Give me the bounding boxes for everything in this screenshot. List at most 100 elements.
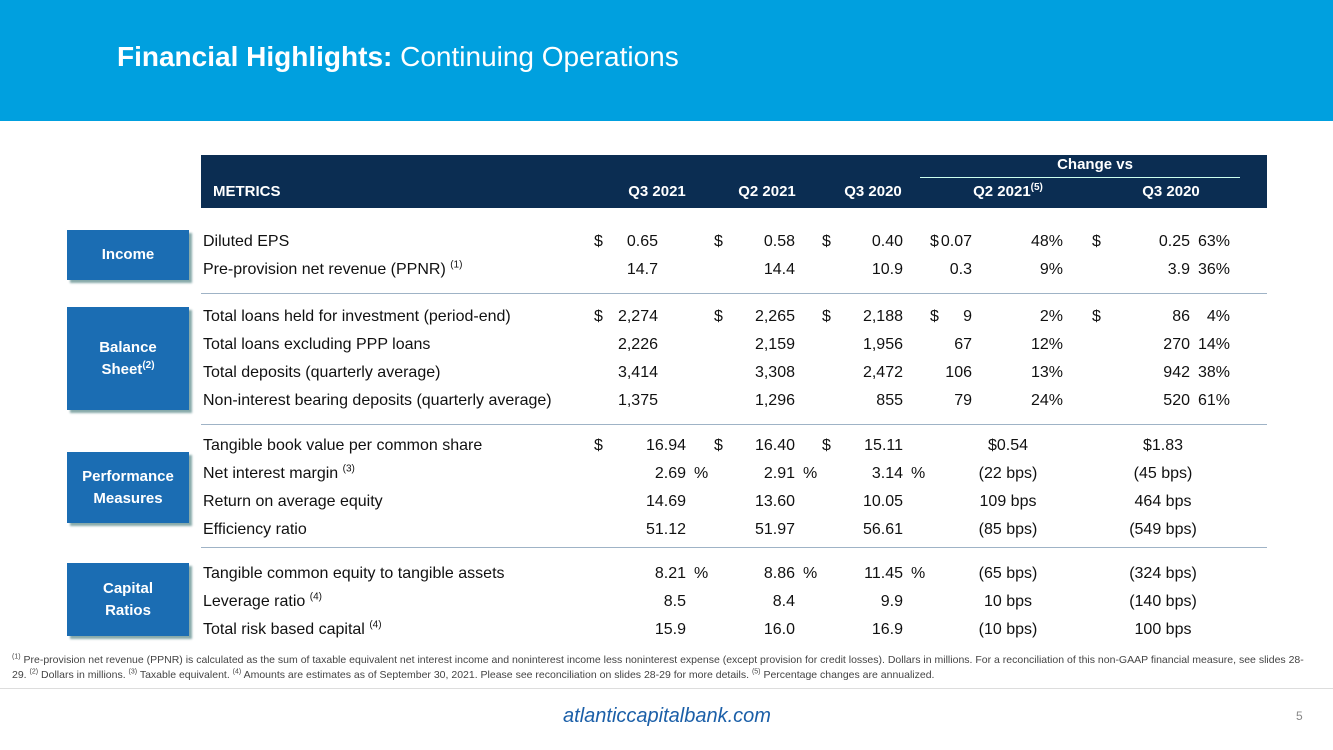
cell-value: 10.05 [862,493,903,510]
cell-value: 0.40 [871,233,903,250]
cell-value: 2,159 [754,336,795,353]
cell-value: 0.3 [949,261,972,278]
unit-sign: % [803,565,818,582]
currency-sign: $ [1092,233,1101,250]
table-header [201,155,1267,208]
cell-value: 8.21 [654,565,686,582]
metrics-label: METRICS [213,183,281,200]
metric-text: Net interest margin [203,465,339,482]
metric-text: Tangible book value per common share [203,437,483,454]
cell-value: 3,414 [617,364,658,381]
cell-value: 9% [1039,261,1063,278]
currency-sign: $ [714,437,723,454]
section-name: Income [101,246,155,263]
metric-name: Tangible common equity to tangible asset… [203,564,505,584]
cell-value: 14% [1197,336,1230,353]
cell-value: 1,956 [862,336,903,353]
cell-value: 1,375 [617,392,658,409]
currency-sign: $ [822,233,831,250]
cell-value: 24% [1030,392,1063,409]
header-bar: Financial Highlights: Continuing Operati… [0,0,1333,121]
footnote-mark: (4) [232,668,242,676]
column-header: Q3 2021 [628,183,686,200]
section-text: Income [78,244,178,266]
cell-value: 464 bps [1134,493,1192,510]
cell-value: 13.60 [754,493,795,510]
footnote-text: Amounts are estimates as of September 30… [243,669,750,681]
footer-url: atlanticcapitalbank.com [563,705,771,727]
page-number: 5 [1296,709,1303,723]
cell-value: (22 bps) [978,465,1038,482]
footnote-text: Dollars in millions. [41,669,126,681]
footnote-mark: (2) [29,668,39,676]
cell-value: (140 bps) [1129,593,1197,610]
separator [201,424,1267,425]
cell-value: 10.9 [871,261,903,278]
cell-value: 38% [1197,364,1230,381]
unit-sign: % [911,465,926,482]
cell-value: 2,472 [862,364,903,381]
cell-value: 51.97 [754,521,795,538]
section-name: Capital Ratios [102,579,153,619]
cell-value: 14.7 [626,261,658,278]
footnote-text: Percentage changes are annualized. [763,669,935,681]
cell-value: 13% [1030,364,1063,381]
cell-value: 48% [1030,233,1063,250]
cell-value: 16.0 [763,621,795,638]
cell-value: 8.5 [663,593,686,610]
metric-text: Tangible common equity to tangible asset… [203,565,505,582]
section-label: Capital Ratios [67,563,189,636]
metric-name: Total loans excluding PPP loans [203,335,430,355]
metric-name: Return on average equity [203,492,383,512]
metric-text: Non-interest bearing deposits (quarterly… [203,392,552,409]
column-header: Q2 2021(5) [973,182,1043,202]
metric-text: Total loans held for investment (period-… [203,308,511,325]
cell-value: 16.40 [754,437,795,454]
currency-sign: $ [822,437,831,454]
currency-sign: $ [822,308,831,325]
cell-value: $0.54 [987,437,1029,454]
metric-text: Return on average equity [203,493,383,510]
cell-value: 1,296 [754,392,795,409]
currency-sign: $ [594,233,603,250]
cell-value: 4% [1206,308,1230,325]
cell-value: 0.25 [1158,233,1190,250]
cell-value: 86 [1172,308,1190,325]
unit-sign: % [911,565,926,582]
cell-value: 51.12 [645,521,686,538]
cell-value: 61% [1197,392,1230,409]
cell-value: 2,274 [617,308,658,325]
cell-value: 56.61 [862,521,903,538]
cell-value: (324 bps) [1129,565,1197,582]
footnote-ref: (4) [309,591,322,603]
cell-value: (85 bps) [978,521,1038,538]
footnote-text: Pre-provision net revenue (PPNR) is calc… [12,654,1304,681]
cell-value: 0.58 [763,233,795,250]
cell-value: 9 [963,308,972,325]
currency-sign: $ [930,233,939,250]
column-header: Q3 2020 [1142,182,1200,202]
cell-value: 3.14 [871,465,903,482]
metric-text: Total risk based capital [203,621,365,638]
cell-value: 16.9 [871,621,903,638]
title-bold: Financial Highlights: [117,41,393,72]
metric-text: Total loans excluding PPP loans [203,336,431,353]
column-header: Q2 2021 [738,183,796,200]
metric-name: Non-interest bearing deposits (quarterly… [203,391,552,411]
cell-value: 36% [1197,261,1230,278]
metric-name: Total risk based capital (4) [203,620,382,640]
cell-value: (45 bps) [1133,465,1193,482]
cell-value: 8.4 [772,593,795,610]
cell-value: 79 [954,392,972,409]
cell-value: 855 [876,392,903,409]
separator [201,293,1267,294]
cell-value: (10 bps) [978,621,1038,638]
section-label: Income [67,230,189,280]
section-label: Performance Measures [67,452,189,523]
cell-value: 270 [1163,336,1190,353]
section-label: Balance Sheet(2) [67,307,189,410]
cell-value: 2,226 [617,336,658,353]
currency-sign: $ [1092,308,1101,325]
cell-value: 0.07 [940,233,972,250]
cell-value: 2.91 [763,465,795,482]
